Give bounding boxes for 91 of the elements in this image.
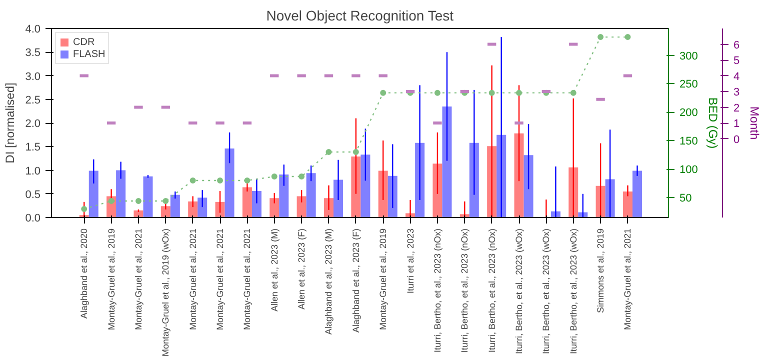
y-tick-label: 4.0	[25, 24, 41, 36]
y-tick-label: 0.5	[25, 188, 41, 201]
y-tick-label: 3.0	[25, 70, 41, 83]
y3-tick-label: 2	[734, 102, 740, 114]
point	[108, 198, 114, 204]
point	[380, 90, 386, 96]
y3-tick-label: 0	[734, 134, 740, 146]
y-tick-label: 2.5	[25, 94, 41, 106]
point	[570, 90, 576, 96]
y-tick-label: 2.0	[25, 118, 41, 130]
bar	[306, 173, 316, 218]
x-tick-label: Iturri, Bertho, et al., 2023 (wOx)	[514, 228, 524, 354]
bar	[188, 201, 198, 218]
x-tick-label: Alaghband et al., 2023 (M)	[324, 228, 334, 335]
point	[516, 90, 522, 96]
x-tick-label: Montay-Gruel et al., 2019	[106, 228, 116, 330]
point	[162, 198, 169, 204]
point	[298, 174, 305, 180]
y3-tick-label: 3	[734, 86, 740, 98]
bar	[198, 198, 208, 218]
x-tick-label: Montay-Gruel et al., 2021	[215, 228, 226, 330]
x-tick-label: Iturri, Bertho, et al., 2023 (nOx)	[432, 228, 442, 353]
y3-tick-label: 4	[734, 70, 740, 83]
y2-tick-label: 150	[680, 136, 698, 148]
y2-tick-label: 200	[680, 107, 698, 120]
bar	[622, 192, 632, 218]
y2-tick-label: 100	[680, 164, 698, 176]
x-tick-label: Iturri, Bertho, et al., 2023 (wOx)	[541, 228, 552, 354]
bar	[351, 156, 361, 218]
point	[135, 198, 142, 204]
x-tick-label: Montay-Gruel et al., 2019	[378, 228, 388, 330]
point	[217, 178, 224, 184]
x-tick-label: Montay-Gruel et al., 2021	[133, 228, 144, 330]
bar	[279, 174, 289, 218]
y-tick-label: 3.5	[25, 47, 41, 60]
point	[488, 90, 495, 96]
point	[624, 34, 631, 40]
y3-axis-title: Month	[748, 106, 762, 140]
x-tick-label: Iturri, Bertho, et al., 2023 (wOx)	[568, 228, 578, 354]
bar	[432, 164, 442, 218]
point	[326, 149, 332, 156]
y-tick-label: 1.5	[25, 142, 41, 154]
point	[81, 206, 88, 212]
bar	[143, 176, 153, 218]
bar	[170, 194, 180, 218]
y3-tick-label: 6	[734, 39, 740, 52]
y2-tick-label: 50	[680, 192, 692, 205]
y2-tick-label: 250	[680, 78, 698, 91]
bar	[514, 133, 524, 218]
y-axis-title: DI [normalised]	[3, 82, 18, 164]
y3-tick-label: 1	[734, 118, 740, 130]
bar	[270, 198, 280, 218]
point	[598, 34, 604, 40]
y2-axis-title: BED (Gy)	[706, 97, 720, 149]
x-tick-label: Iturri, Bertho, et al., 2023 (nOx)	[460, 228, 470, 353]
point	[434, 90, 440, 96]
y-tick-label: 1.0	[25, 165, 41, 178]
bar	[442, 106, 452, 218]
bar	[252, 191, 262, 218]
x-tick-label: Alaghband et al., 2023 (F)	[350, 228, 361, 333]
x-tick-label: Alaghband et al., 2020	[79, 228, 90, 319]
x-tick-label: Iturri et al., 2023	[405, 228, 416, 294]
point	[190, 178, 196, 184]
legend-label: CDR	[73, 36, 95, 48]
bar	[388, 176, 398, 218]
bar	[116, 170, 126, 218]
bar	[160, 206, 170, 218]
bar	[632, 170, 642, 218]
x-tick-label: Allen et al., 2023 (F)	[296, 228, 307, 310]
legend-label: FLASH	[73, 48, 106, 60]
point	[352, 149, 359, 156]
y-tick-label: 0.0	[25, 212, 41, 224]
x-tick-label: Iturri, Bertho, et al., 2023 (nOx)	[486, 228, 497, 353]
y3-tick-label: 5	[734, 55, 740, 67]
x-tick-label: Montay-Gruel et al., 2021	[188, 228, 198, 330]
x-tick-label: Montay-Gruel et al., 2021	[622, 228, 633, 330]
chart-title: Novel Object Recognition Test	[266, 8, 454, 24]
bar	[88, 170, 98, 218]
bar	[242, 187, 252, 218]
point	[271, 174, 278, 180]
bar	[224, 148, 234, 218]
x-tick-label: Allen et al., 2023 (M)	[269, 228, 280, 312]
bar	[360, 154, 370, 218]
point	[244, 178, 250, 184]
bar	[378, 170, 388, 218]
x-tick-label: Simmons et al., 2019	[596, 228, 606, 314]
bar	[296, 196, 306, 218]
y2-tick-label: 300	[680, 50, 698, 62]
bar	[524, 155, 534, 218]
x-tick-label: Montay-Gruel et al., 2019 (wOx)	[160, 228, 171, 357]
x-tick-label: Montay-Gruel et al., 2021	[242, 228, 252, 330]
